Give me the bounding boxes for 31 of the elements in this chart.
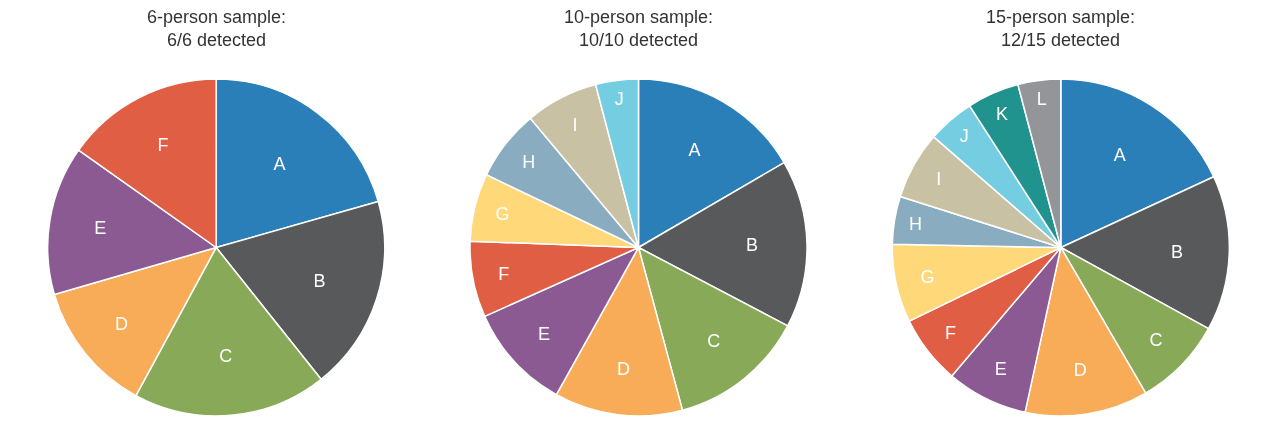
slice-label: F (157, 134, 169, 155)
slice-label: B (1170, 241, 1183, 262)
chart-title: 6-person sample: 6/6 detected (147, 7, 287, 51)
slice-label: I (936, 168, 942, 189)
slice-label: G (495, 203, 510, 224)
slice-label: L (1036, 89, 1047, 110)
slice-label: A (1113, 145, 1126, 166)
slice-label: B (313, 270, 326, 291)
slice-label: K (996, 104, 1009, 125)
slice-label: H (909, 213, 922, 234)
slice-label: F (944, 323, 956, 344)
slice-label: J (614, 89, 624, 110)
slice-label: E (994, 359, 1007, 380)
slice-label: J (959, 125, 969, 146)
slice-label: C (219, 345, 233, 366)
chart-title: 15-person sample: 12/15 detected (986, 7, 1136, 51)
slice-label: E (94, 218, 107, 239)
slice-label: D (1073, 359, 1087, 380)
slice-label: D (114, 313, 128, 334)
slice-label: C (1149, 330, 1163, 351)
slice-label: E (537, 324, 550, 345)
slice-label: G (920, 266, 935, 287)
chart-title: 10-person sample: 10/10 detected (564, 7, 714, 51)
slice-label: A (688, 139, 701, 160)
slice-label: I (572, 114, 578, 135)
slice-label: C (707, 331, 721, 352)
slice-label: F (498, 263, 510, 284)
slice-label: A (273, 153, 286, 174)
slice-label: D (617, 358, 631, 379)
slice-label: H (522, 152, 536, 173)
slice-label: B (745, 234, 758, 255)
